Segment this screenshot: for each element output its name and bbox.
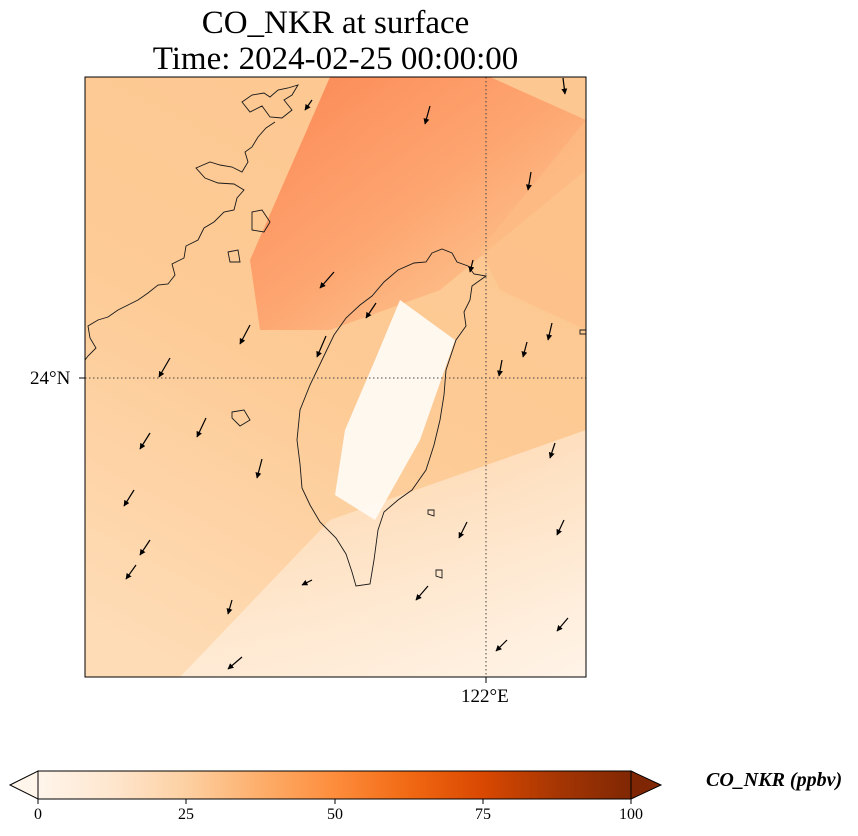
- wind-arrow: [226, 599, 233, 615]
- low-concentration-island: [335, 300, 455, 520]
- plume-east: [480, 120, 586, 330]
- wind-arrow: [495, 639, 508, 652]
- colorbar: [8, 770, 663, 804]
- wind-vectors: [123, 77, 569, 670]
- wind-arrow: [196, 417, 207, 438]
- wind-arrow: [468, 259, 475, 273]
- islands-coastline: [227, 209, 586, 579]
- wind-arrow: [521, 341, 528, 358]
- wind-arrow: [139, 432, 151, 450]
- chart-title-line-2: Time: 2024-02-25 00:00:00: [152, 41, 519, 77]
- wind-arrow: [227, 656, 243, 670]
- wind-arrow: [415, 585, 429, 601]
- wind-arrow: [123, 489, 135, 507]
- wind-arrow: [301, 579, 313, 586]
- taiwan-coastline: [296, 248, 488, 587]
- wind-arrow: [423, 105, 431, 125]
- wind-arrow: [316, 335, 327, 358]
- wind-arrow: [319, 271, 335, 289]
- wind-arrow: [458, 521, 468, 539]
- wind-arrow: [239, 324, 251, 345]
- map-frame: [84, 76, 587, 678]
- colorbar-bar: [37, 770, 632, 800]
- colorbar-extend-high: [630, 770, 663, 800]
- low-concentration-south: [85, 430, 586, 677]
- wind-arrow: [158, 357, 171, 378]
- chart-title-line-1: CO_NKR at surface: [201, 5, 470, 41]
- colorbar-tick-label: 50: [327, 806, 343, 823]
- wind-arrow: [548, 442, 556, 459]
- wind-arrow: [255, 458, 263, 479]
- coastlines: [85, 84, 586, 587]
- colorbar-tick-label: 0: [34, 806, 42, 823]
- lat-tick-label: 24°N: [30, 368, 71, 389]
- wind-arrow: [125, 564, 137, 580]
- wind-arrow: [546, 322, 553, 341]
- wind-arrow: [561, 77, 568, 95]
- concentration-field: [85, 77, 586, 677]
- mainland-coastline: [85, 84, 299, 361]
- plume-band: [250, 77, 586, 330]
- wind-arrow: [556, 617, 569, 632]
- wind-arrow: [556, 519, 565, 536]
- colorbar-label: CO_NKR (ppbv): [706, 769, 843, 791]
- colorbar-tick-label: 75: [475, 806, 491, 823]
- wind-arrow: [497, 359, 503, 377]
- colorbar-tick-label: 100: [619, 806, 643, 823]
- wind-arrow: [139, 539, 151, 556]
- colorbar-tick-label: 25: [178, 806, 194, 823]
- wind-arrow: [365, 302, 377, 319]
- wind-arrow: [525, 171, 532, 191]
- colorbar-extend-low: [8, 770, 39, 800]
- gridlines: [85, 77, 586, 677]
- lon-tick-label: 122°E: [461, 686, 509, 707]
- wind-arrow: [304, 99, 313, 111]
